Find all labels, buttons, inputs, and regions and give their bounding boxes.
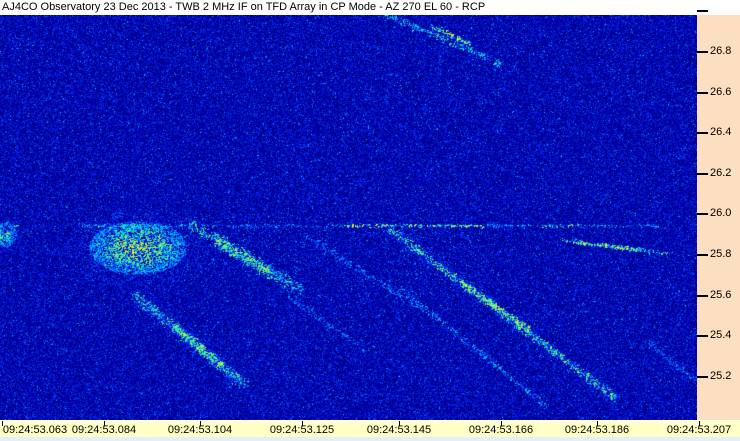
freq-tick-label: 26.0 (710, 207, 731, 219)
time-tick-label: 09:24:53.207 (665, 424, 733, 436)
time-tick-label: 09:24:53.063 (1, 424, 69, 436)
freq-tick-label: 26.4 (710, 126, 731, 138)
spectrogram-canvas (0, 15, 697, 420)
freq-tick (697, 10, 708, 12)
freq-tick (697, 213, 708, 215)
freq-tick (697, 132, 708, 134)
freq-tick (697, 173, 708, 175)
freq-tick (697, 335, 708, 337)
freq-tick-label: 26.8 (710, 45, 731, 57)
freq-tick-label: 25.2 (710, 370, 731, 382)
time-tick-label: 09:24:53.186 (563, 424, 631, 436)
time-tick-label: 09:24:53.145 (365, 424, 433, 436)
freq-tick (697, 376, 708, 378)
freq-tick-label: 25.6 (710, 289, 731, 301)
freq-tick (697, 92, 708, 94)
footer-strip (0, 437, 740, 441)
spectrograph-window: AJ4CO Observatory 23 Dec 2013 - TWB 2 MH… (0, 0, 740, 441)
freq-tick (697, 295, 708, 297)
time-tick-label: 09:24:53.166 (467, 424, 535, 436)
time-tick-label: 09:24:53.104 (166, 424, 234, 436)
freq-tick (697, 51, 708, 53)
time-axis: 09:24:53.063 09:24:53.084 09:24:53.104 09:2… (0, 421, 740, 437)
time-tick-label: 09:24:53.084 (70, 424, 138, 436)
freq-tick-label: 25.4 (710, 329, 731, 341)
plot-title: AJ4CO Observatory 23 Dec 2013 - TWB 2 MH… (2, 1, 722, 14)
freq-tick-label: 26.6 (710, 86, 731, 98)
frequency-axis: 26.8 26.6 26.4 26.2 26.0 25.8 25.6 25.4 25.2 (697, 15, 740, 420)
freq-tick-label: 26.2 (710, 167, 731, 179)
freq-tick (697, 254, 708, 256)
freq-tick-label: 25.8 (710, 248, 731, 260)
time-tick-label: 09:24:53.125 (268, 424, 336, 436)
